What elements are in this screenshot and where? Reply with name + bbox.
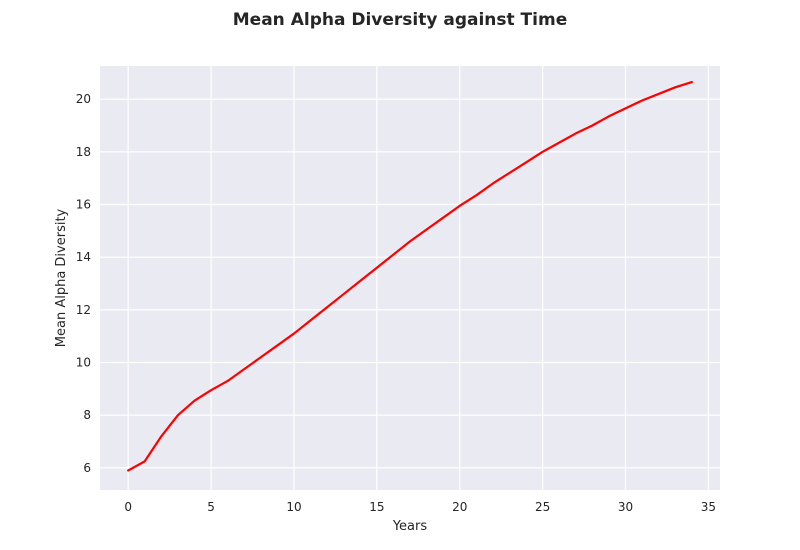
- x-tick-label: 15: [369, 500, 384, 514]
- grid-lines: [100, 66, 720, 490]
- chart-title: Mean Alpha Diversity against Time: [233, 10, 567, 30]
- x-tick-label: 0: [124, 500, 132, 514]
- y-tick-label: 18: [76, 145, 91, 159]
- y-tick-label: 8: [83, 408, 91, 422]
- x-tick-label: 20: [452, 500, 467, 514]
- y-axis-ticks: 6 8 10 12 14 16 18 20: [76, 92, 91, 475]
- y-tick-label: 10: [76, 356, 91, 370]
- x-tick-label: 35: [701, 500, 716, 514]
- y-tick-label: 16: [76, 198, 91, 212]
- x-tick-label: 25: [535, 500, 550, 514]
- x-axis-label: Years: [392, 519, 428, 534]
- y-tick-label: 14: [76, 250, 91, 264]
- y-axis-label: Mean Alpha Diversity: [54, 208, 69, 347]
- y-tick-label: 12: [76, 303, 91, 317]
- series-line: [127, 80, 693, 472]
- x-tick-label: 5: [207, 500, 215, 514]
- y-tick-label: 20: [76, 92, 91, 106]
- y-tick-label: 6: [83, 461, 91, 475]
- x-tick-label: 10: [286, 500, 301, 514]
- plot-area: [100, 66, 720, 490]
- x-axis-ticks: 0 5 10 15 20 25 30 35: [124, 500, 716, 514]
- x-tick-label: 30: [618, 500, 633, 514]
